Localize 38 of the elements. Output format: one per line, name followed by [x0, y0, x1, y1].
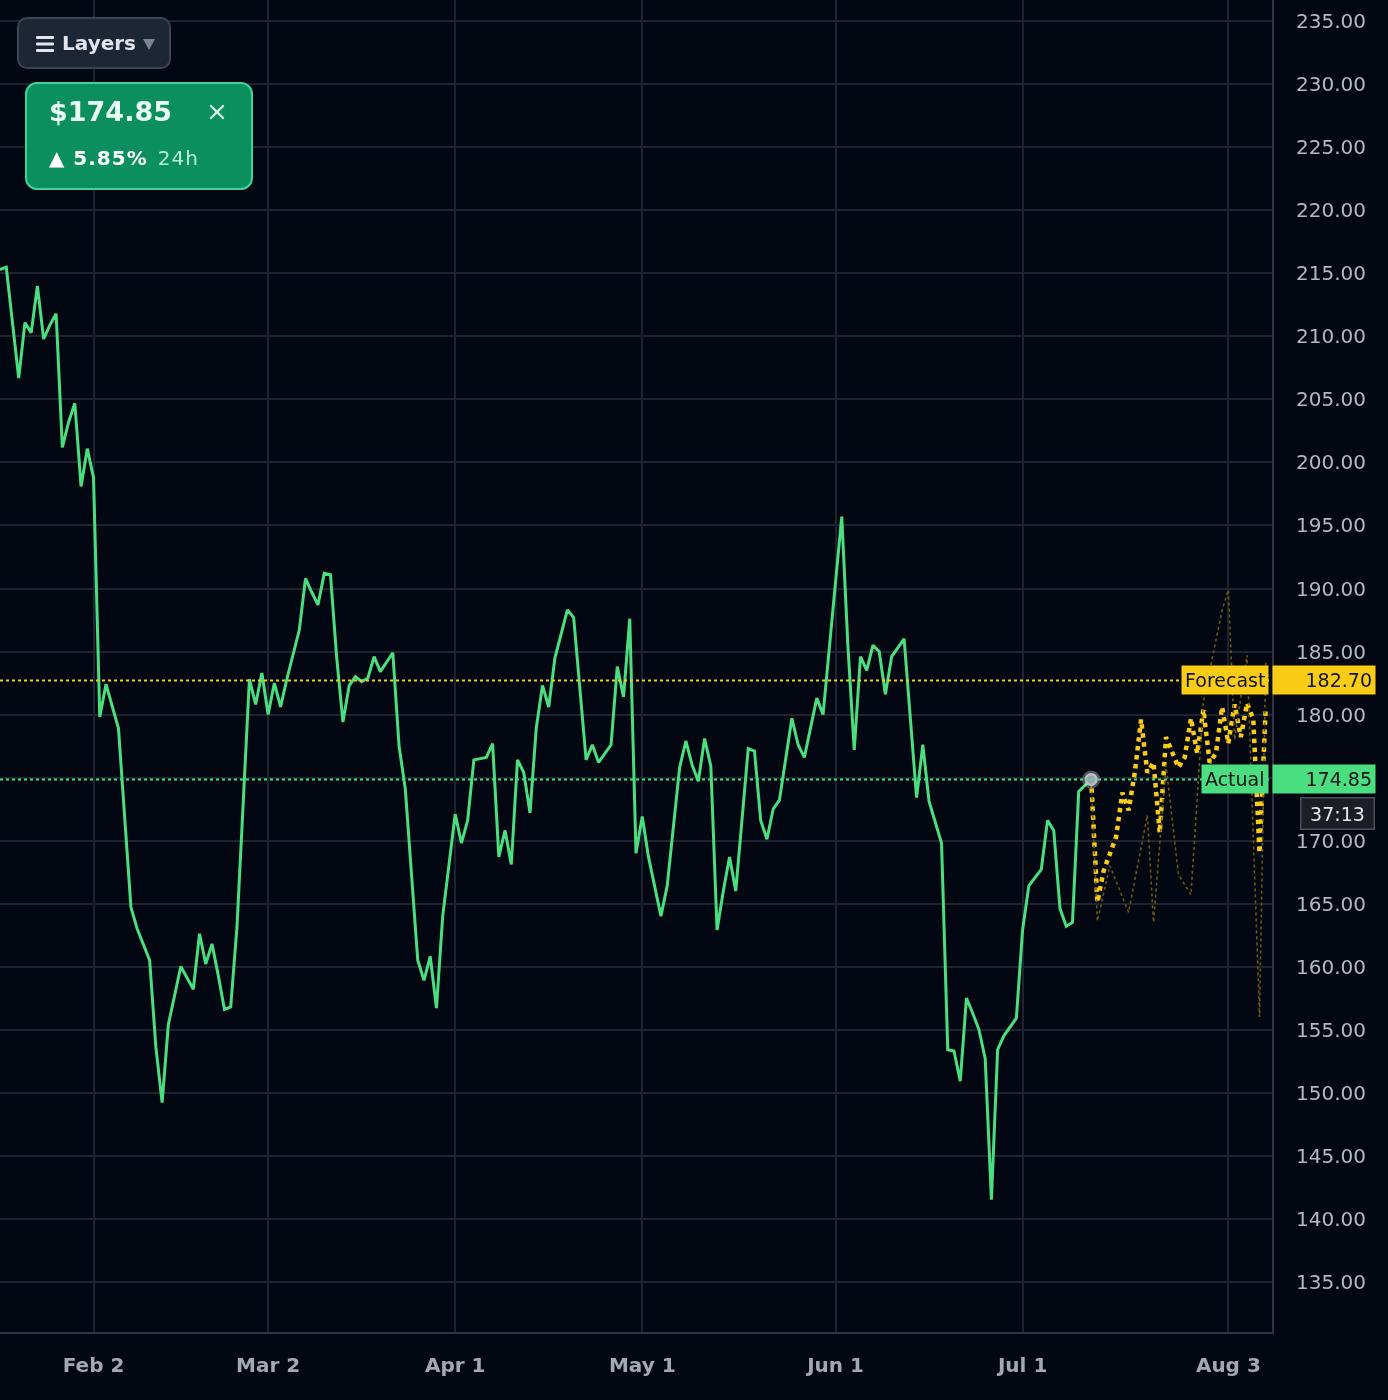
text: 37:13 [1310, 802, 1365, 825]
y-tick-label: 215.00 [1296, 261, 1366, 286]
ref-line-label: Forecast [1185, 669, 1266, 691]
y-tick-label: 235.00 [1296, 9, 1366, 34]
y-tick-label: 190.00 [1296, 576, 1366, 601]
text: 182.70 [1305, 669, 1372, 691]
text: 174.85 [1305, 768, 1372, 790]
y-tick-label: 140.00 [1296, 1206, 1366, 1231]
x-tick-label: Jul 1 [995, 1353, 1048, 1377]
y-tick-label: 210.00 [1296, 324, 1366, 349]
y-tick-label: 205.00 [1296, 387, 1366, 412]
y-tick-label: 160.00 [1296, 954, 1366, 979]
y-tick-label: 165.00 [1296, 891, 1366, 916]
annotation: 24h [157, 146, 199, 170]
x-tick-label: Aug 3 [1195, 1353, 1261, 1377]
annotation: Layers [62, 31, 136, 55]
y-tick-label: 195.00 [1296, 513, 1366, 538]
x-tick-label: Jun 1 [805, 1353, 864, 1377]
layers-button: Layers [17, 17, 171, 69]
annotation: ▲ 5.85% [49, 146, 148, 170]
y-tick-label: 170.00 [1296, 828, 1366, 853]
y-tick-label: 135.00 [1296, 1269, 1366, 1294]
ref-line-label: Actual [1205, 768, 1265, 790]
y-tick-label: 225.00 [1296, 135, 1366, 160]
x-tick-label: Mar 2 [236, 1353, 301, 1377]
x-tick-label: Apr 1 [424, 1353, 486, 1377]
y-tick-label: 180.00 [1296, 702, 1366, 727]
y-tick-label: 145.00 [1296, 1143, 1366, 1168]
annotation: $174.85 [49, 96, 172, 127]
y-tick-label: 220.00 [1296, 198, 1366, 223]
x-tick-label: Feb 2 [62, 1353, 125, 1377]
y-tick-label: 155.00 [1296, 1017, 1366, 1042]
price-card: ▲ 5.85% 24h $174.85 [25, 82, 253, 190]
x-tick-label: May 1 [608, 1353, 676, 1377]
y-tick-label: 230.00 [1296, 72, 1366, 97]
y-tick-label: 150.00 [1296, 1080, 1366, 1105]
y-tick-label: 200.00 [1296, 450, 1366, 475]
y-tick-label: 185.00 [1296, 639, 1366, 664]
